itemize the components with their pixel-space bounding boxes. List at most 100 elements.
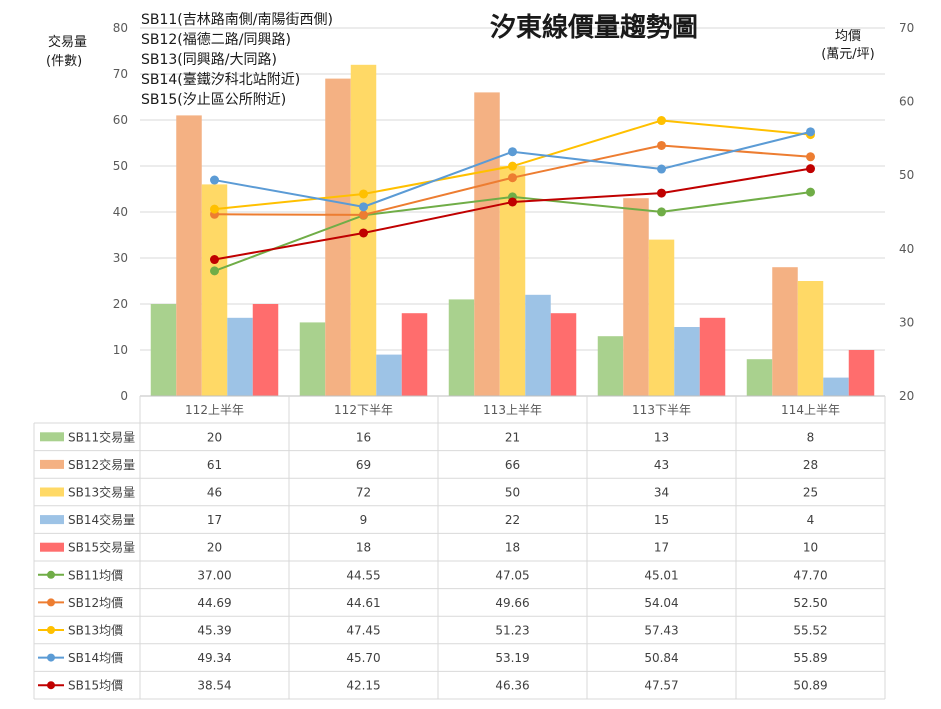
table-cell: 54.04 (644, 596, 678, 610)
point-SB13均價 (508, 161, 517, 171)
legend-swatch (40, 542, 64, 552)
table-cell: 8 (807, 430, 815, 444)
legend-swatch (40, 432, 64, 442)
table-cell: 43 (654, 458, 669, 472)
table-cell: 9 (360, 513, 368, 527)
point-SB14均價 (657, 164, 666, 174)
category-label: 114上半年 (781, 403, 840, 417)
table-cell: 20 (207, 541, 222, 555)
bar-SB13交易量 (201, 184, 228, 396)
point-SB11均價 (210, 266, 219, 276)
left-axis-label-line: 交易量 (48, 34, 87, 50)
point-SB13均價 (359, 189, 368, 199)
legend-marker (47, 598, 55, 607)
bar-SB15交易量 (699, 317, 726, 396)
bar-SB11交易量 (746, 359, 773, 396)
table-cell: 4 (807, 513, 815, 527)
chart-title: 汐東線價量趨勢圖 (490, 12, 698, 43)
left-tick-label: 0 (120, 389, 128, 403)
point-SB14均價 (806, 127, 815, 137)
station-note: SB11(吉林路南側/南陽街西側) (141, 12, 333, 28)
legend-marker (47, 626, 55, 634)
table-cell: 53.19 (495, 651, 529, 665)
table-cell: 20 (207, 430, 222, 444)
left-tick-label: 80 (113, 21, 128, 35)
table-cell: 44.69 (197, 596, 231, 610)
table-cell: 49.34 (197, 651, 231, 665)
table-cell: 42.15 (346, 679, 380, 693)
station-note: SB14(臺鐵汐科北站附近) (141, 71, 300, 88)
station-note: SB13(同興路/大同路) (141, 52, 277, 68)
table-cell: 10 (803, 541, 818, 555)
table-cell: 61 (207, 458, 222, 472)
table-cell: 15 (654, 513, 669, 527)
table-cell: 16 (356, 430, 371, 444)
legend-swatch (40, 515, 64, 525)
point-SB11均價 (806, 187, 815, 197)
right-tick-label: 50 (899, 168, 914, 182)
point-SB15均價 (508, 197, 517, 207)
bar-SB14交易量 (674, 327, 700, 396)
legend-label: SB12均價 (68, 596, 123, 610)
legend-label: SB13均價 (68, 624, 123, 638)
bar-SB14交易量 (376, 354, 402, 396)
point-SB15均價 (210, 255, 219, 265)
line-group (210, 116, 815, 276)
left-axis-label: 交易量 (件數) (46, 34, 87, 69)
bar-SB12交易量 (772, 267, 798, 396)
bar-SB11交易量 (150, 304, 177, 396)
table-cell: 47.05 (495, 568, 529, 582)
point-SB14均價 (210, 175, 219, 185)
table-cell: 18 (505, 541, 520, 555)
category-label: 112上半年 (185, 403, 244, 417)
legend-label: SB14交易量 (68, 512, 135, 527)
right-tick-label: 20 (899, 389, 914, 403)
point-SB12均價 (806, 152, 815, 162)
table-cell: 44.55 (346, 568, 380, 582)
bar-SB11交易量 (448, 299, 475, 396)
category-label: 113上半年 (483, 403, 542, 417)
left-tick-label: 40 (113, 205, 128, 219)
table-cell: 34 (654, 486, 669, 500)
table-cell: 45.70 (346, 651, 380, 665)
table-cell: 17 (207, 513, 222, 527)
table-cell: 49.66 (495, 596, 529, 610)
right-axis-label: 均價 (萬元/坪) (821, 29, 875, 62)
right-tick-label: 70 (899, 21, 914, 35)
legend-marker (47, 653, 55, 662)
table-cell: 45.39 (197, 624, 231, 638)
bar-SB15交易量 (252, 304, 279, 396)
bar-SB12交易量 (623, 198, 649, 396)
point-SB14均價 (359, 202, 368, 212)
point-SB12均價 (508, 173, 517, 183)
table-cell: 13 (654, 430, 669, 444)
right-axis-label-line: 均價 (835, 29, 861, 44)
legend-label: SB11均價 (68, 568, 123, 582)
legend-label: SB15交易量 (68, 540, 135, 555)
point-SB15均價 (359, 228, 368, 238)
point-SB13均價 (657, 116, 666, 126)
table-cell: 55.89 (793, 651, 827, 665)
point-SB15均價 (806, 164, 815, 174)
point-SB13均價 (210, 204, 219, 214)
bar-SB14交易量 (227, 317, 253, 396)
left-tick-label: 60 (113, 113, 128, 127)
station-note: SB15(汐止區公所附近) (141, 92, 286, 108)
table-cell: 50 (505, 486, 520, 500)
legend-label: SB13交易量 (68, 485, 135, 500)
bar-SB13交易量 (648, 239, 675, 396)
table-cell: 46.36 (495, 679, 529, 693)
point-SB12均價 (359, 210, 368, 220)
bar-SB15交易量 (550, 313, 577, 396)
data-table: 112上半年 112下半年 113上半年 113下半年 114上半年 SB11交易量 20 1… (33, 396, 886, 700)
table-cell: 69 (356, 458, 371, 472)
axes: 0 10 20 30 40 50 60 70 80 20 30 40 50 60 70 (113, 21, 915, 403)
table-cell: 21 (505, 430, 520, 444)
point-SB14均價 (508, 147, 517, 157)
table-cell: 50.89 (793, 679, 827, 693)
table-cell: 28 (803, 458, 818, 472)
table-cell: 45.01 (644, 568, 678, 582)
right-axis-label-line: (萬元/坪) (821, 47, 875, 62)
station-note: SB12(福德二路/同興路) (141, 32, 291, 48)
